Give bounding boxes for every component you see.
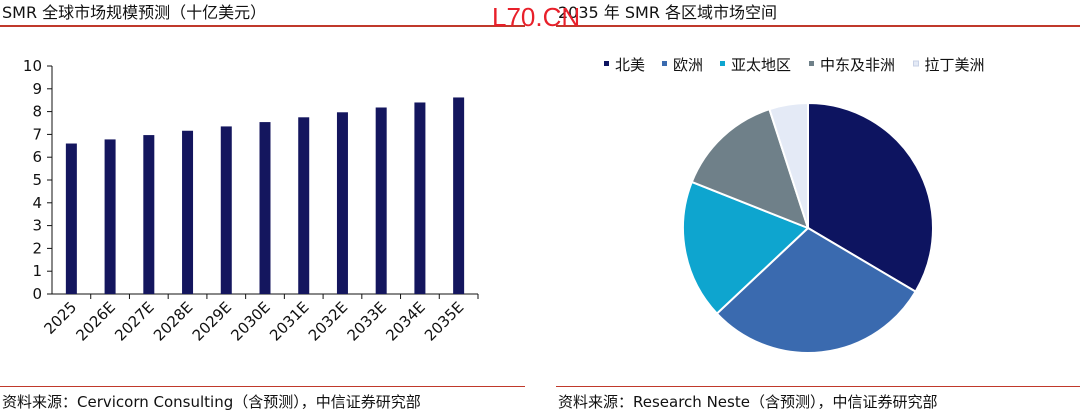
x-tick-label: 2033E — [344, 298, 390, 344]
legend-swatch — [720, 61, 725, 66]
y-tick-label: 3 — [32, 217, 42, 235]
right-chart-panel: 2035 年 SMR 各区域市场空间 北美 欧洲 亚太地区 中东及非洲 拉丁美洲 资料来… — [556, 0, 1080, 415]
bar — [298, 117, 310, 294]
x-tick-label: 2035E — [421, 298, 467, 344]
pie-slice — [807, 101, 934, 294]
legend-label: 拉丁美洲 — [925, 56, 985, 74]
bar — [414, 102, 426, 294]
watermark-logo: L70.CN — [492, 2, 581, 32]
y-tick-label: 5 — [32, 171, 42, 189]
y-tick-label: 0 — [32, 285, 42, 303]
pie-chart-source: 资料来源：Research Neste（含预测），中信证券研究部 — [558, 393, 938, 411]
pie-chart: 北美 欧洲 亚太地区 中东及非洲 拉丁美洲 — [604, 56, 985, 354]
x-tick-label: 2026E — [72, 298, 118, 344]
y-tick-label: 1 — [32, 262, 42, 280]
x-tick-label: 2028E — [150, 298, 196, 344]
y-tick-label: 9 — [32, 80, 42, 98]
bar — [375, 107, 387, 294]
x-tick-label: 2031E — [266, 298, 312, 344]
pie-slice — [768, 101, 809, 229]
source-divider — [0, 386, 525, 387]
x-tick-label: 2027E — [111, 298, 157, 344]
title-divider — [556, 25, 1080, 27]
bar-chart-title: SMR 全球市场规模预测（十亿美元） — [2, 3, 267, 22]
x-tick-label: 2034E — [382, 298, 428, 344]
bar — [220, 126, 232, 294]
y-tick-label: 8 — [32, 103, 42, 121]
legend-swatch — [809, 61, 814, 66]
legend-label: 北美 — [615, 56, 645, 74]
source-divider — [556, 386, 1080, 387]
y-tick-label: 4 — [32, 194, 42, 212]
pie-slice — [715, 226, 917, 354]
bar-chart-source: 资料来源：Cervicorn Consulting（含预测），中信证券研究部 — [2, 393, 421, 411]
legend-swatch — [913, 60, 919, 67]
title-divider — [0, 25, 525, 27]
bar — [143, 135, 155, 294]
bar — [104, 139, 116, 294]
y-tick-label: 7 — [32, 125, 42, 143]
pie-slice — [682, 180, 810, 315]
legend-label: 欧洲 — [673, 56, 703, 74]
x-tick-label: 2030E — [227, 298, 273, 344]
legend-label: 亚太地区 — [731, 56, 791, 74]
legend-swatch — [662, 61, 667, 66]
x-tick-label: 2032E — [305, 298, 351, 344]
left-chart-panel: SMR 全球市场规模预测（十亿美元） 0 1 2 3 4 5 6 7 8 9 10 2025 2026… — [0, 0, 525, 415]
legend-swatch — [604, 61, 609, 66]
y-tick-label: 2 — [32, 239, 42, 257]
pie-chart-title: 2035 年 SMR 各区域市场空间 — [558, 3, 778, 22]
legend-label: 中东及非洲 — [820, 56, 895, 74]
y-tick-label: 6 — [32, 148, 42, 166]
bar — [453, 97, 465, 295]
bar — [65, 143, 77, 294]
y-tick-label: 10 — [23, 57, 42, 75]
bar — [182, 130, 194, 294]
bar — [336, 112, 348, 294]
bar — [259, 122, 271, 294]
x-tick-label: 2029E — [189, 298, 235, 344]
